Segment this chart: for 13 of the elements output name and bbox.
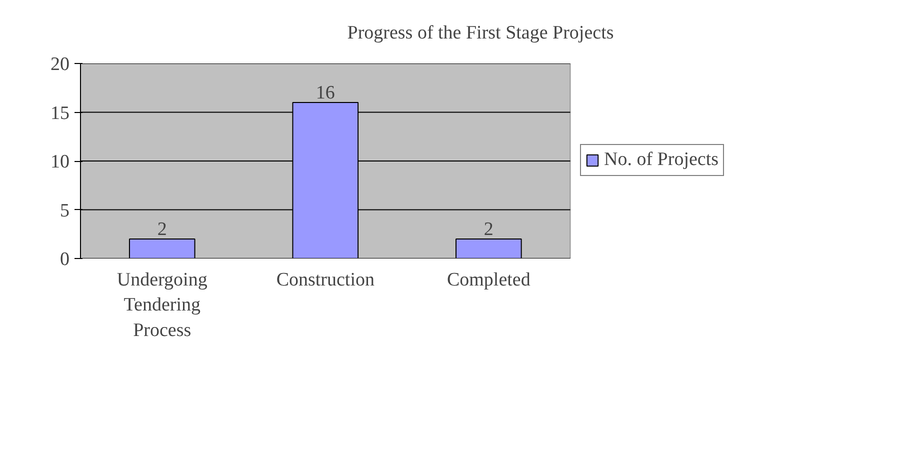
y-tick-label: 0 — [60, 249, 70, 270]
data-label: 2 — [157, 219, 167, 240]
data-label: 16 — [316, 82, 335, 104]
y-tick-label: 20 — [50, 54, 70, 75]
chart-title: Progress of the First Stage Projects — [347, 22, 614, 44]
y-tick-label: 10 — [50, 152, 70, 172]
x-tick-label: Construction — [276, 270, 375, 290]
legend-label: No. of Projects — [604, 149, 719, 171]
data-label: 2 — [484, 219, 494, 240]
y-tick-label: 5 — [60, 200, 70, 222]
x-tick-label: Undergoing Tendering Process — [116, 270, 208, 341]
x-tick-label: Completed — [446, 270, 531, 290]
y-tick-label: 15 — [50, 102, 70, 124]
